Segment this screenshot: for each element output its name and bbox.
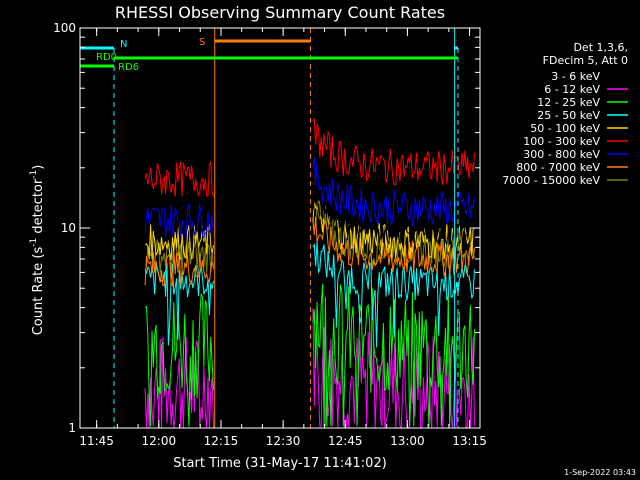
legend-label-3: 12 - 25 keV	[537, 96, 600, 109]
y-axis-label-end: )	[31, 165, 46, 170]
series-line-6-segment-1	[144, 161, 214, 198]
y-axis-label-mid: detector	[31, 178, 46, 238]
legend-label-6: 100 - 300 keV	[523, 135, 600, 148]
series-line-7-segment-2	[312, 157, 475, 227]
y-axis-label-sup1: -1	[29, 238, 39, 247]
legend-label-4: 25 - 50 keV	[537, 109, 600, 122]
series-line-2-segment-2	[312, 308, 475, 430]
x-axis-label: Start Time (31-May-17 11:41:02)	[173, 456, 387, 471]
y-tick-label-1: 10	[61, 221, 76, 235]
legend-label-9: 7000 - 15000 keV	[502, 174, 600, 187]
x-tick-label-6: 13:15	[452, 434, 487, 448]
x-tick-label-0: 11:45	[79, 434, 114, 448]
flag-label-s: S	[199, 37, 205, 48]
legend-label-2: 6 - 12 keV	[544, 83, 600, 96]
y-axis-label-main: Count Rate (s	[31, 247, 46, 336]
x-tick-label-4: 12:45	[328, 434, 363, 448]
series-line-7-segment-1	[144, 203, 214, 239]
series-line-4-segment-2	[312, 241, 475, 348]
x-tick-label-1: 12:00	[142, 434, 177, 448]
legend-label-7: 300 - 800 keV	[523, 148, 600, 161]
svg-text:Count Rate (s-1 detector-1): Count Rate (s-1 detector-1)	[29, 165, 46, 336]
legend-header-line-1: Det 1,3,6,	[573, 41, 628, 54]
flag-label-n: N	[120, 39, 127, 50]
flag-label-rd0: RD0	[96, 52, 117, 63]
footer-timestamp: 1-Sep-2022 03:43	[564, 468, 636, 477]
x-tick-label-5: 13:00	[390, 434, 425, 448]
legend-label-5: 50 - 100 keV	[530, 122, 600, 135]
x-tick-label-2: 12:15	[204, 434, 239, 448]
legend-header-line-2: FDecim 5, Att 0	[543, 54, 628, 67]
y-axis-label: Count Rate (s-1 detector-1)	[29, 165, 46, 336]
series-line-8-segment-2	[312, 216, 475, 277]
series-line-6-segment-2	[312, 118, 475, 186]
legend-label-8: 800 - 7000 keV	[516, 161, 600, 174]
x-tick-label-3: 12:30	[266, 434, 301, 448]
y-axis-label-sup2: -1	[29, 170, 39, 179]
series-line-3-segment-1	[144, 293, 214, 427]
series-line-9-segment-2	[312, 202, 475, 268]
chart-title: RHESSI Observing Summary Count Rates	[115, 3, 445, 22]
y-tick-label-0: 1	[68, 421, 76, 435]
y-tick-label-2: 100	[53, 21, 76, 35]
flag-label-rd6: RD6	[118, 62, 139, 73]
legend-label-1: 3 - 6 keV	[551, 70, 600, 83]
